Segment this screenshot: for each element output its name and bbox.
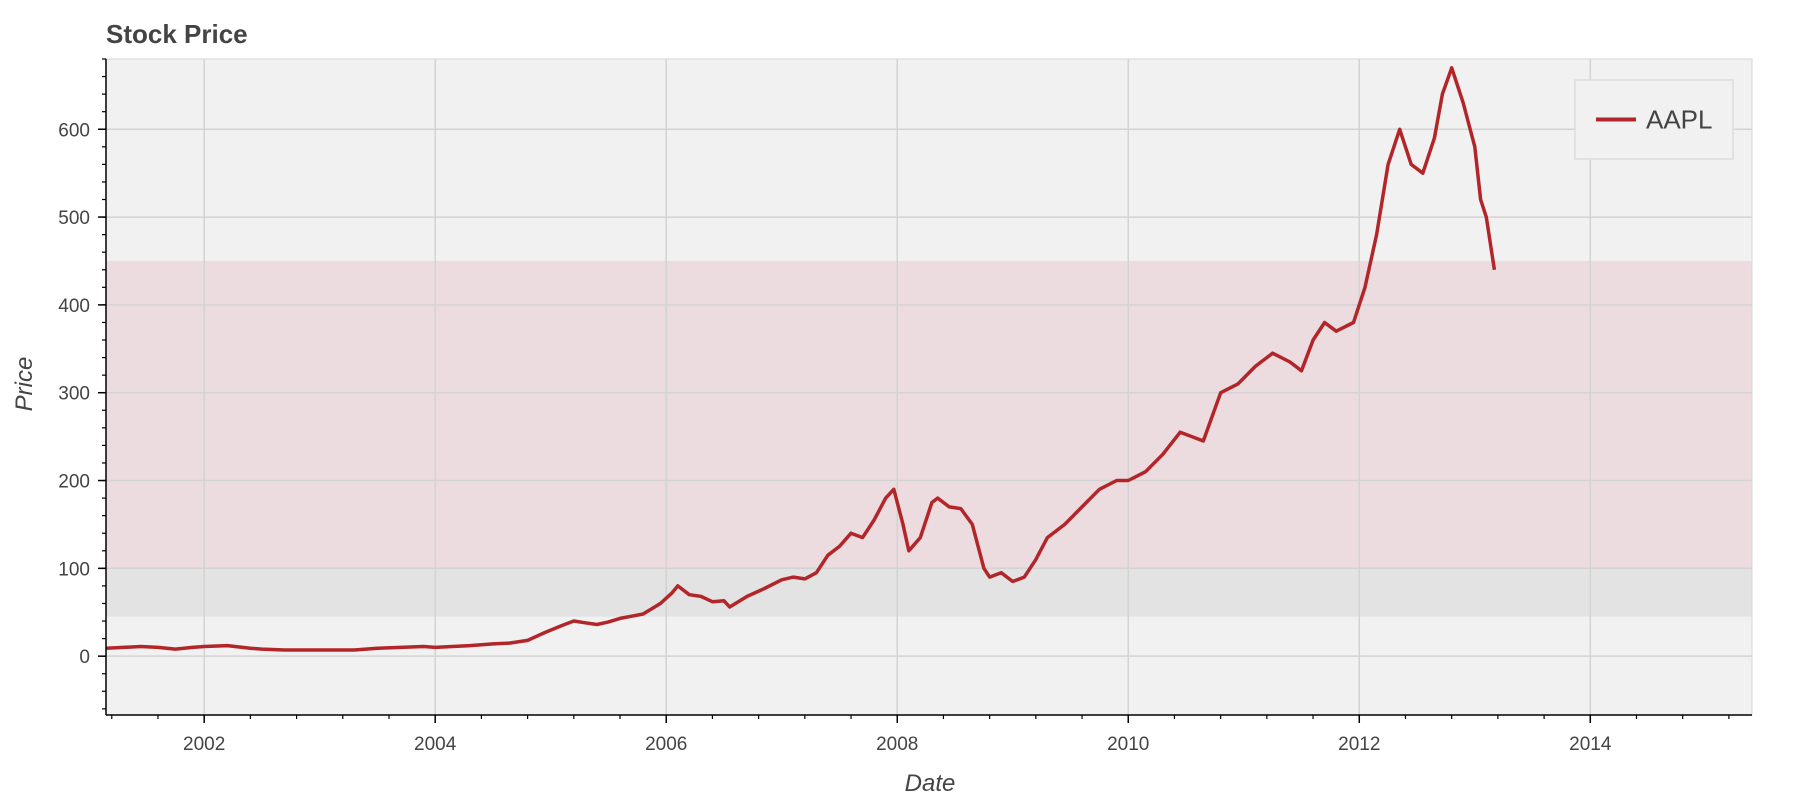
plot-area [105, 58, 1753, 716]
highlight-band-1 [106, 568, 1752, 617]
y-tick-label: 0 [79, 647, 90, 668]
highlight-band-2 [106, 260, 1752, 569]
y-tick-label: 400 [58, 296, 90, 317]
y-tick-label: 500 [58, 208, 90, 229]
y-tick-label: 300 [58, 384, 90, 405]
axes: 0 100 200 300 400 500 600 2002 2004 2006 2008 2010 2… [58, 58, 1752, 755]
x-tick-label: 2002 [183, 734, 225, 755]
y-tick-label: 600 [58, 120, 90, 141]
chart-title: Stock Price [106, 19, 248, 49]
x-tick-label: 2014 [1569, 734, 1612, 755]
y-axis-title: Price [11, 357, 38, 412]
x-tick-label: 2012 [1338, 734, 1380, 755]
y-tick-label: 100 [58, 559, 90, 580]
x-tick-label: 2010 [1107, 734, 1149, 755]
legend-label-aapl: AAPL [1646, 105, 1713, 135]
x-tick-label: 2008 [876, 734, 918, 755]
legend: AAPL [1574, 79, 1734, 160]
x-tick-label: 2006 [645, 734, 687, 755]
y-tick-label: 200 [58, 472, 90, 493]
series-line-aapl [105, 66, 1497, 652]
x-tick-label: 2004 [414, 734, 457, 755]
x-axis-title: Date [905, 770, 956, 797]
